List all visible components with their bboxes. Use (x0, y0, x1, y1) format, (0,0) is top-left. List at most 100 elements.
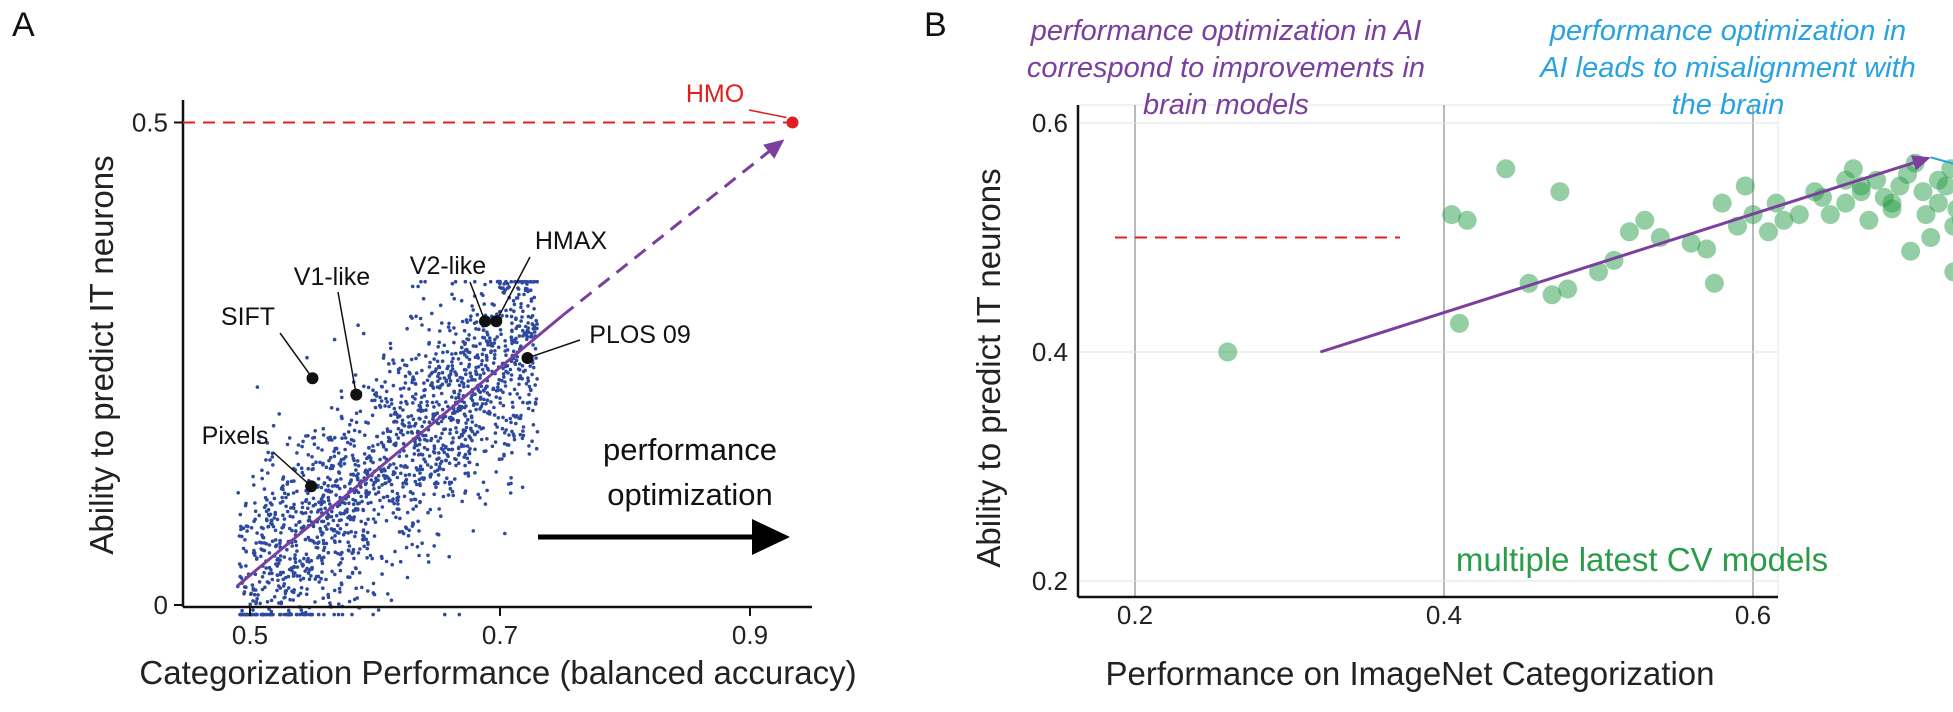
cloud-point (473, 392, 477, 397)
cloud-point (347, 549, 351, 553)
panel-b-model-point (1449, 313, 1469, 333)
cloud-point (483, 282, 487, 287)
cloud-point (526, 376, 530, 380)
cloud-point (399, 464, 403, 468)
cloud-point (521, 425, 526, 429)
cloud-point (475, 312, 480, 317)
cloud-point (311, 524, 316, 529)
cloud-point (291, 515, 295, 519)
cloud-point (330, 509, 334, 514)
cloud-point (511, 405, 515, 409)
cloud-point (254, 541, 258, 545)
cloud-point (289, 566, 294, 570)
cloud-point (411, 522, 416, 526)
cloud-point (493, 349, 497, 353)
panel-b-model-point (1944, 262, 1953, 282)
cloud-point (503, 384, 508, 388)
cloud-point (489, 341, 494, 346)
cloud-point (453, 370, 457, 374)
cloud-point (417, 553, 421, 558)
cloud-point (482, 409, 487, 414)
cloud-point (414, 356, 418, 361)
cloud-point (509, 279, 514, 284)
cloud-point (292, 502, 296, 507)
cloud-point (476, 492, 481, 497)
cloud-point (455, 378, 460, 383)
cloud-point (503, 344, 508, 348)
cloud-point (286, 608, 291, 613)
cloud-point (390, 562, 395, 567)
cloud-point (398, 366, 402, 371)
cloud-point (385, 400, 390, 404)
cloud-point (366, 501, 370, 506)
cloud-point (433, 469, 437, 474)
cloud-point (387, 404, 391, 409)
cloud-point (514, 421, 518, 426)
cloud-point (354, 420, 359, 425)
cloud-point (374, 378, 379, 382)
cloud-point (291, 491, 296, 495)
cloud-point (414, 314, 418, 319)
cloud-point (356, 551, 361, 555)
cloud-point (459, 442, 464, 447)
cloud-point (287, 436, 292, 440)
panel-a-model-label: HMAX (535, 227, 608, 255)
cloud-point (239, 524, 243, 529)
cloud-point (485, 398, 490, 403)
cloud-point (384, 447, 389, 452)
cloud-point (445, 476, 449, 481)
cloud-point (495, 425, 500, 429)
cloud-point (516, 367, 521, 371)
cloud-point (416, 429, 420, 434)
cloud-point (422, 420, 427, 424)
cloud-point (460, 319, 465, 324)
cloud-point (463, 342, 467, 347)
cloud-point (413, 497, 418, 502)
cloud-point (321, 586, 325, 590)
cloud-point (262, 541, 267, 545)
cloud-point (334, 513, 339, 518)
cloud-point (485, 358, 489, 362)
cloud-point (451, 411, 455, 415)
cloud-point (528, 279, 533, 284)
cloud-point (463, 348, 468, 352)
cloud-point (298, 578, 303, 582)
cloud-point (419, 395, 424, 400)
cloud-point (448, 372, 453, 377)
cloud-point (352, 428, 357, 433)
cloud-point (495, 335, 500, 339)
cloud-point (326, 484, 331, 488)
cloud-point (518, 374, 523, 378)
cloud-point (439, 446, 444, 451)
cloud-point (436, 379, 440, 384)
cloud-point (528, 364, 532, 368)
cloud-point (405, 465, 409, 470)
cloud-point (328, 502, 332, 506)
cloud-point (454, 373, 459, 377)
cloud-point (348, 575, 352, 579)
cloud-point (520, 485, 525, 490)
cloud-point (509, 373, 514, 377)
cloud-point (387, 499, 392, 503)
panel-b-annotation-left-line3: brain models (1143, 89, 1309, 121)
cloud-point (343, 436, 348, 440)
cloud-point (400, 529, 405, 534)
cloud-point (476, 365, 481, 369)
cloud-point (299, 466, 304, 471)
cloud-point (384, 559, 389, 564)
cloud-point (319, 502, 324, 507)
cloud-point (374, 492, 378, 496)
cloud-point (270, 455, 275, 459)
cloud-point (502, 431, 507, 435)
cloud-point (363, 433, 367, 438)
cloud-point (473, 447, 477, 452)
cloud-point (501, 290, 506, 295)
cloud-point (337, 471, 342, 475)
cloud-point (463, 471, 468, 476)
cloud-point (278, 554, 283, 558)
cloud-point (333, 550, 338, 554)
cloud-point (296, 593, 301, 598)
cloud-point (515, 296, 520, 300)
cloud-point (372, 480, 376, 485)
cloud-point (339, 457, 344, 462)
